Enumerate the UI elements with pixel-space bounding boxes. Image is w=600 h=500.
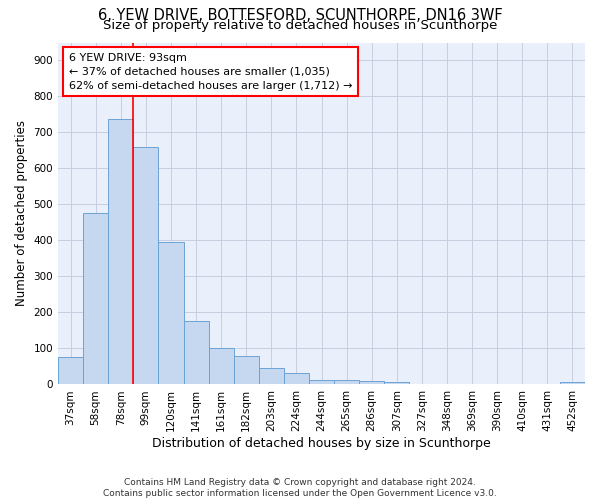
Bar [334,380,359,384]
Bar [209,348,233,384]
Bar [58,358,83,384]
Text: Size of property relative to detached houses in Scunthorpe: Size of property relative to detached ho… [103,18,497,32]
X-axis label: Distribution of detached houses by size in Scunthorpe: Distribution of detached houses by size … [152,437,491,450]
Bar [133,147,158,384]
Bar [184,322,209,384]
Text: Contains HM Land Registry data © Crown copyright and database right 2024.
Contai: Contains HM Land Registry data © Crown c… [103,478,497,498]
Bar [233,356,259,384]
Bar [560,382,585,384]
Bar [309,380,334,384]
Text: 6 YEW DRIVE: 93sqm
← 37% of detached houses are smaller (1,035)
62% of semi-deta: 6 YEW DRIVE: 93sqm ← 37% of detached hou… [68,53,352,91]
Text: 6, YEW DRIVE, BOTTESFORD, SCUNTHORPE, DN16 3WF: 6, YEW DRIVE, BOTTESFORD, SCUNTHORPE, DN… [98,8,502,22]
Bar [384,382,409,384]
Bar [158,242,184,384]
Bar [359,381,384,384]
Bar [284,373,309,384]
Bar [108,119,133,384]
Bar [259,368,284,384]
Bar [83,214,108,384]
Y-axis label: Number of detached properties: Number of detached properties [15,120,28,306]
